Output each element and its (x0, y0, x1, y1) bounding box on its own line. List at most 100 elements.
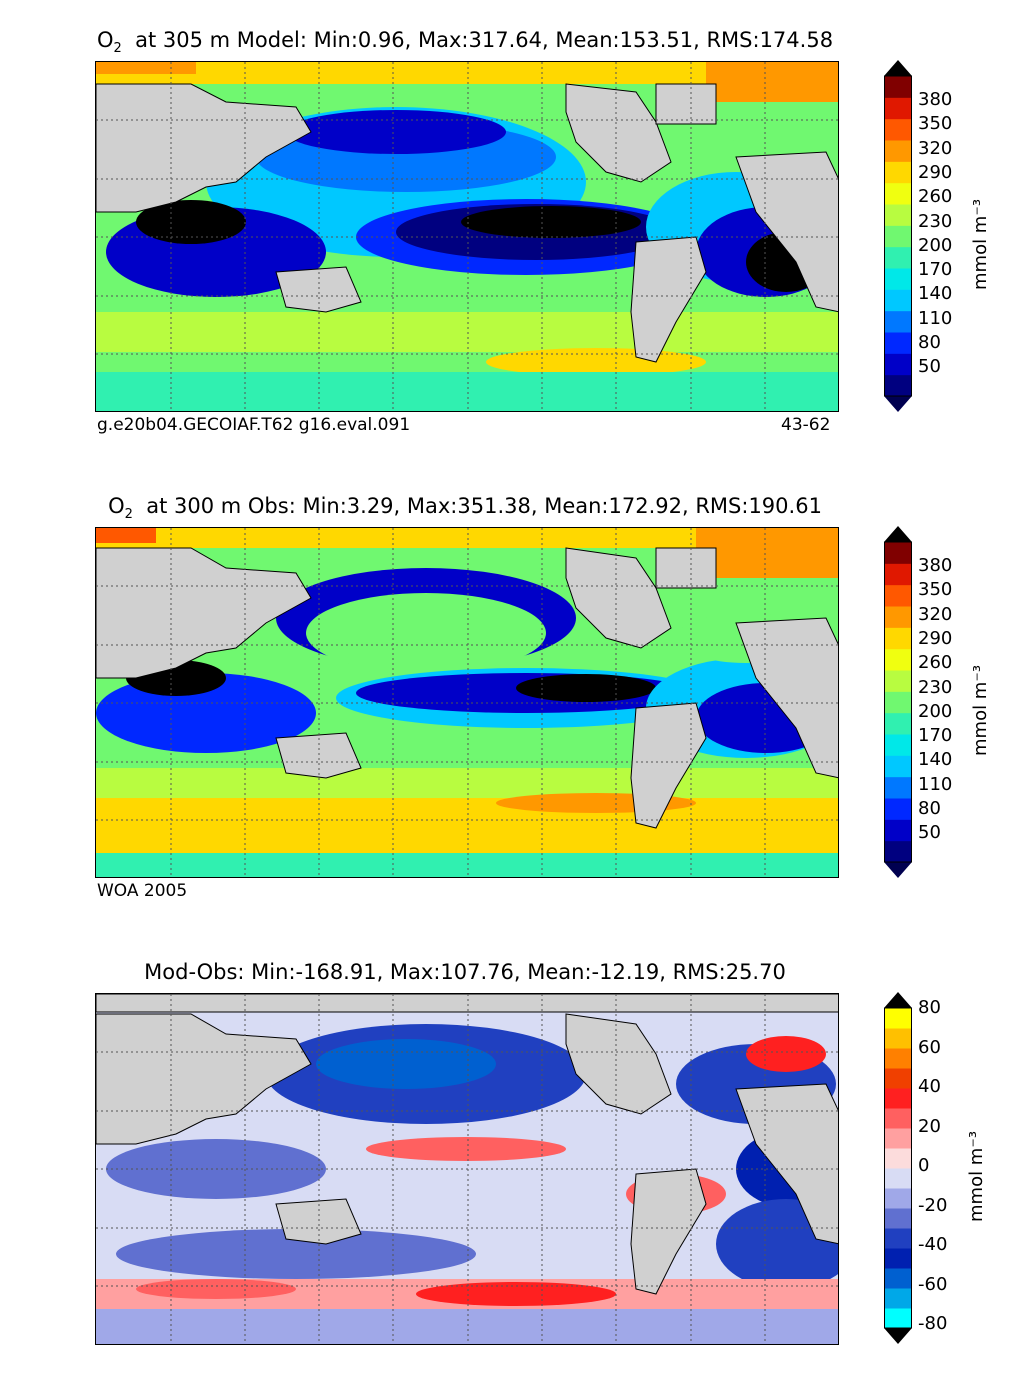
diff-colorbar (884, 992, 912, 1348)
colorbar-tick-label: 20 (918, 1115, 941, 1137)
colorbar-tick-label: 350 (918, 579, 953, 601)
colorbar-tick-label: -20 (918, 1194, 948, 1216)
model-colorbar-unit: mmol m⁻³ (970, 198, 991, 290)
colorbar-tick-label: -80 (918, 1313, 948, 1334)
obs-title-lead: O (108, 494, 125, 518)
obs-title-subscript: 2 (124, 507, 133, 522)
model-colorbar-swatches (884, 60, 912, 412)
colorbar-swatch (884, 712, 912, 735)
obs-colorbar-swatches (884, 526, 912, 878)
colorbar-swatch (884, 374, 912, 397)
colorbar-tick-label: 230 (918, 210, 953, 232)
colorbar-tick-label: 0 (918, 1155, 930, 1176)
colorbar-tick-label: 380 (918, 555, 953, 576)
diff-colorbar-swatches (884, 992, 912, 1344)
colorbar-swatch (884, 97, 912, 120)
colorbar-tick-label: 290 (918, 161, 953, 183)
colorbar-swatch (884, 1208, 912, 1229)
colorbar-swatch (884, 627, 912, 650)
colorbar-tick-label: 200 (918, 700, 953, 722)
colorbar-swatch (884, 1128, 912, 1149)
colorbar-tick-label: 110 (918, 773, 953, 795)
colorbar-over-arrow (884, 992, 912, 1008)
model-panel-title: O2 at 305 m Model: Min:0.96, Max:317.64,… (0, 28, 930, 56)
colorbar-tick-label: 230 (918, 676, 953, 698)
colorbar-swatch (884, 1088, 912, 1109)
colorbar-swatch (884, 310, 912, 333)
colorbar-under-arrow (884, 1328, 912, 1344)
colorbar-tick-label: 60 (918, 1036, 941, 1058)
colorbar-tick-label: 140 (918, 749, 953, 771)
colorbar-swatch (884, 76, 912, 98)
colorbar-swatch (884, 542, 912, 564)
colorbar-swatch (884, 182, 912, 205)
colorbar-tick-label: 80 (918, 332, 941, 353)
obs-o2-map (95, 527, 839, 878)
colorbar-swatch (884, 1148, 912, 1169)
model-title-subscript: 2 (113, 41, 122, 56)
model-colorbar (884, 60, 912, 416)
colorbar-tick-label: 80 (918, 997, 941, 1018)
colorbar-tick-label: 40 (918, 1076, 941, 1097)
colorbar-swatch (884, 289, 912, 312)
obs-footer-left: WOA 2005 (97, 881, 188, 901)
colorbar-swatch (884, 819, 912, 842)
diff-title-text: Mod-Obs: Min:-168.91, Max:107.76, Mean:-… (144, 960, 786, 984)
model-title-lead: O (96, 28, 114, 52)
colorbar-swatch (884, 1008, 912, 1029)
model-footer-right: 43-62 (781, 415, 831, 435)
obs-panel-title: O2 at 300 m Obs: Min:3.29, Max:351.38, M… (0, 494, 930, 522)
model-footer-left: g.e20b04.GECOIAF.T62 g16.eval.091 (97, 415, 411, 435)
colorbar-tick-label: 290 (918, 627, 953, 649)
diff-o2-map (95, 993, 839, 1345)
colorbar-tick-label: 140 (918, 283, 953, 305)
diff-colorbar-unit: mmol m⁻³ (966, 1130, 987, 1222)
model-o2-map (95, 61, 839, 412)
colorbar-swatch (884, 584, 912, 607)
colorbar-tick-label: 170 (918, 725, 953, 747)
colorbar-swatch (884, 204, 912, 226)
colorbar-tick-label: 200 (918, 234, 953, 256)
colorbar-tick-label: 260 (918, 652, 953, 674)
colorbar-swatch (884, 670, 912, 692)
colorbar-swatch (884, 840, 912, 863)
colorbar-tick-label: 50 (918, 356, 941, 378)
colorbar-swatch (884, 1268, 912, 1289)
colorbar-swatch (884, 268, 912, 290)
colorbar-swatch (884, 1188, 912, 1209)
model-o2-field (96, 62, 838, 411)
colorbar-swatch (884, 798, 912, 820)
colorbar-tick-label: 320 (918, 137, 953, 159)
colorbar-swatch (884, 734, 912, 756)
colorbar-swatch (884, 118, 912, 141)
colorbar-swatch (884, 776, 912, 799)
colorbar-tick-label: 170 (918, 259, 953, 281)
colorbar-swatch (884, 1028, 912, 1049)
colorbar-swatch (884, 606, 912, 628)
colorbar-tick-label: -40 (918, 1234, 948, 1255)
colorbar-over-arrow (884, 526, 912, 542)
colorbar-swatch (884, 648, 912, 671)
colorbar-swatch (884, 563, 912, 586)
obs-title-rest: at 300 m Obs: Min:3.29, Max:351.38, Mean… (132, 494, 822, 518)
colorbar-tick-label: 380 (918, 89, 953, 110)
colorbar-swatch (884, 1048, 912, 1069)
colorbar-frame (884, 75, 912, 397)
colorbar-swatch (884, 225, 912, 248)
colorbar-frame (884, 541, 912, 863)
colorbar-swatch (884, 1288, 912, 1309)
diff-o2-field (96, 994, 838, 1344)
colorbar-swatch (884, 246, 912, 269)
colorbar-over-arrow (884, 60, 912, 76)
colorbar-frame (884, 1007, 912, 1329)
colorbar-swatch (884, 691, 912, 714)
colorbar-swatch (884, 353, 912, 376)
colorbar-swatch (884, 1068, 912, 1089)
obs-o2-field (96, 528, 838, 877)
colorbar-tick-label: 320 (918, 603, 953, 625)
colorbar-swatch (884, 1168, 912, 1189)
colorbar-swatch (884, 140, 912, 162)
obs-colorbar-unit: mmol m⁻³ (970, 664, 991, 756)
colorbar-swatch (884, 1308, 912, 1329)
colorbar-under-arrow (884, 396, 912, 412)
